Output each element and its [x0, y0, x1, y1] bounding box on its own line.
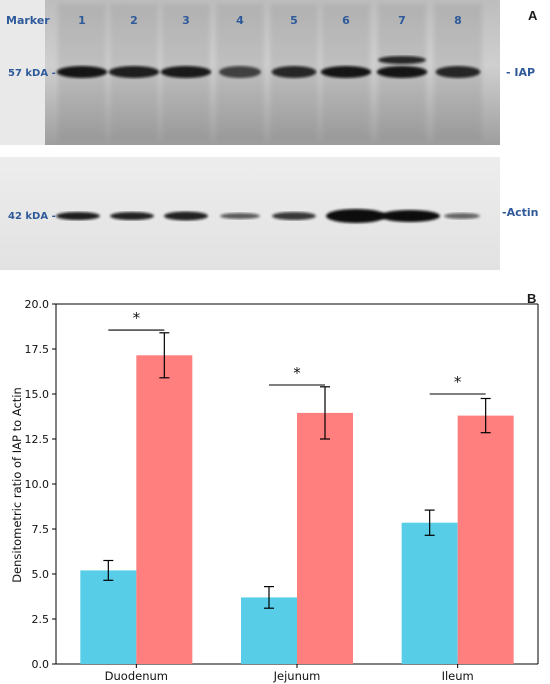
actin-band-lane-6	[326, 209, 386, 223]
y-tick-label: 5.0	[32, 568, 50, 581]
panel-a-letter: A	[528, 8, 538, 23]
iap-band-lane-5	[271, 66, 317, 78]
iap-band-lane-7	[376, 66, 428, 78]
y-axis-label: Densitometric ratio of IAP to Actin	[10, 387, 24, 583]
lane-number-4: 4	[236, 14, 244, 27]
actin-band-label: -Actin	[502, 206, 538, 219]
x-tick-label: Ileum	[442, 669, 474, 683]
lane-number-1: 1	[78, 14, 86, 27]
x-tick-label: Jejunum	[273, 669, 321, 683]
iap-western-blot: Marker 1 2 3 4 5 6 7 8 57 kDA - - IAP	[0, 0, 535, 145]
panel-b-letter: B	[527, 291, 537, 306]
marker-57kda-label: 57 kDA -	[8, 68, 56, 79]
significance-star-ileum: *	[454, 373, 462, 391]
y-tick-label: 17.5	[25, 343, 50, 356]
iap-band-lane-2	[108, 66, 160, 78]
iap-band-lane-6	[320, 66, 372, 78]
marker-header: Marker	[6, 14, 50, 27]
y-tick-label: 0.0	[32, 658, 50, 671]
significance-star-duodenum: *	[133, 309, 141, 327]
actin-band-lane-1	[56, 212, 100, 220]
marker-42kda-label: 42 kDA -	[8, 211, 56, 222]
lane-number-8: 8	[454, 14, 462, 27]
bar-ileum-series-1	[401, 522, 458, 664]
actin-band-lane-8	[444, 213, 480, 219]
bar-ileum-series-2	[457, 415, 514, 664]
actin-western-blot: 42 kDA - -Actin	[0, 157, 538, 270]
lane-number-5: 5	[290, 14, 298, 27]
y-tick-label: 7.5	[32, 523, 50, 536]
iap-band-lane-1	[56, 66, 108, 78]
y-tick-label: 10.0	[25, 478, 50, 491]
y-tick-label: 15.0	[25, 388, 50, 401]
actin-band-lane-5	[272, 212, 316, 220]
bar-duodenum-series-2	[136, 355, 193, 664]
significance-star-jejunum: *	[293, 364, 301, 382]
x-tick-label: Duodenum	[105, 669, 168, 683]
actin-band-lane-7	[380, 210, 440, 222]
iap-actin-ratio-bar-chart: * * * 0.0 2.5 5.0 7.5 10.0 12.5 15.0 17.5 20.0 Duod…	[10, 298, 539, 683]
actin-band-lane-3	[164, 211, 208, 221]
lane-number-6: 6	[342, 14, 350, 27]
iap-band-lane-8	[435, 66, 481, 78]
actin-band-lane-2	[110, 212, 154, 220]
iap-band-lane-3	[160, 66, 212, 78]
bar-duodenum-series-1	[80, 570, 137, 664]
lane-number-3: 3	[182, 14, 190, 27]
iap-upper-band-lane-7	[378, 56, 426, 64]
y-tick-label: 2.5	[32, 613, 50, 626]
iap-band-label: - IAP	[506, 66, 535, 79]
y-tick-label: 12.5	[25, 433, 50, 446]
lane-number-2: 2	[130, 14, 138, 27]
lane-number-7: 7	[398, 14, 406, 27]
actin-band-lane-4	[220, 213, 260, 219]
iap-band-lane-4	[219, 66, 261, 78]
bar-jejunum-series-2	[297, 412, 353, 664]
y-tick-label: 20.0	[25, 298, 50, 311]
